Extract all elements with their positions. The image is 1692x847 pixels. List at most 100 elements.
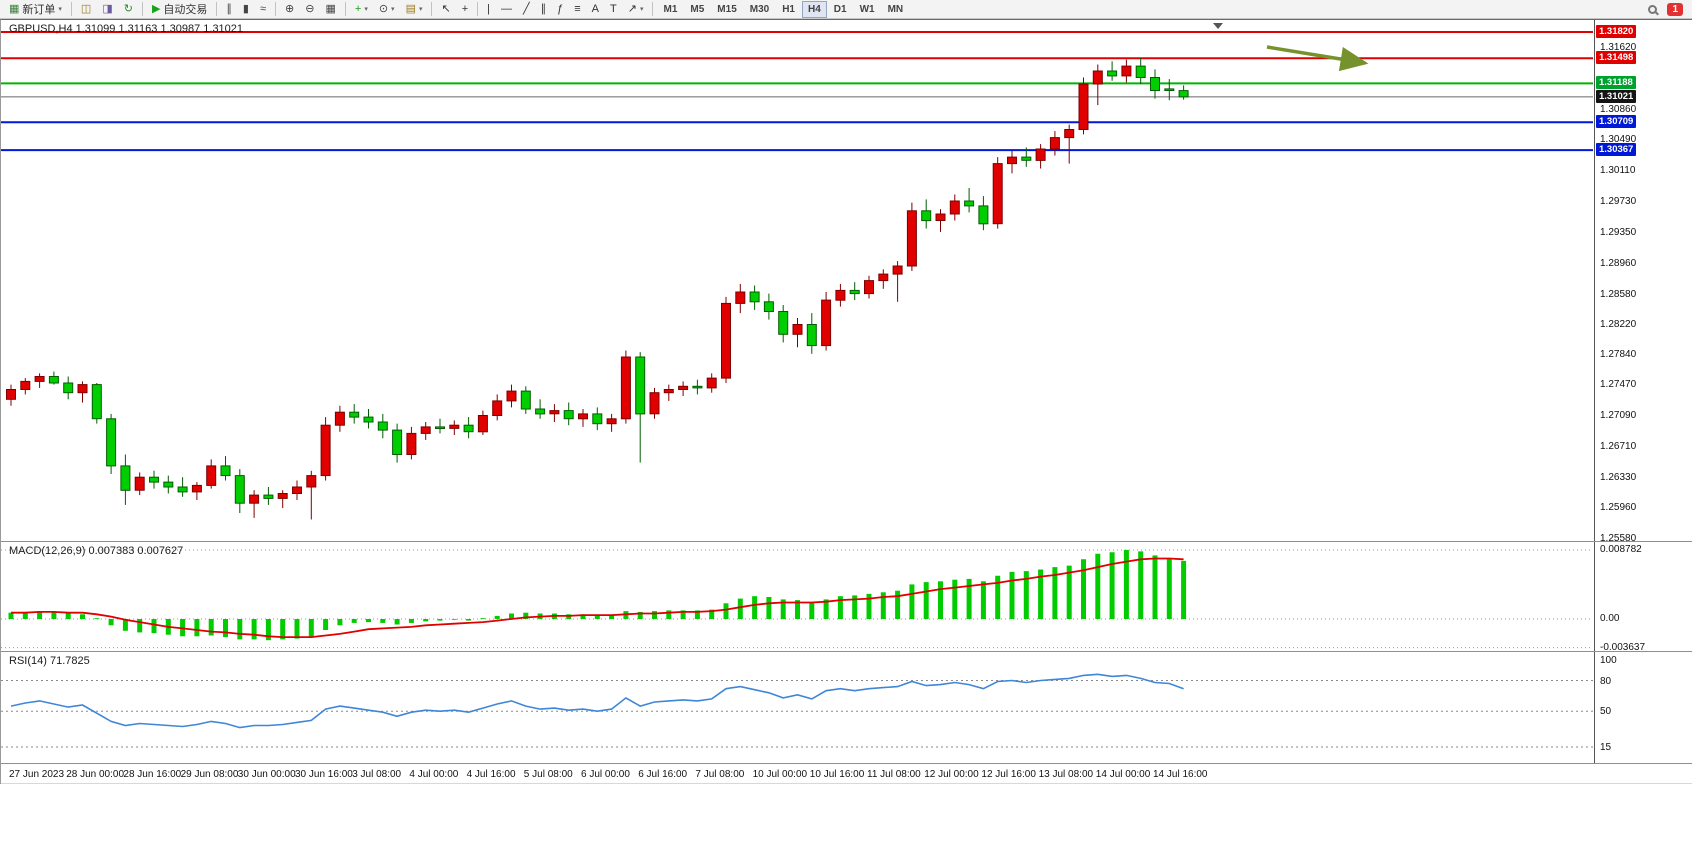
text-button[interactable]: A: [587, 1, 604, 18]
channel-button[interactable]: ∥: [536, 1, 552, 18]
timeframe-m30-label: M30: [749, 3, 770, 15]
periods-button[interactable]: ⊙ ▾: [374, 1, 400, 18]
candle-body: [1007, 156, 1017, 165]
time-tick: 28 Jun 16:00: [123, 769, 182, 780]
price-badge-green: 1.31188: [1596, 76, 1636, 90]
candle-body: [149, 476, 159, 483]
candle-body: [792, 324, 803, 335]
candle-body: [63, 382, 74, 394]
candle-body: [220, 465, 231, 477]
price-tick: 1.28960: [1600, 258, 1637, 270]
candle-body: [306, 475, 317, 488]
macd-plot: [1, 542, 1594, 651]
timeframe-h4[interactable]: H4: [802, 0, 827, 18]
toolbar-separator: [70, 2, 72, 16]
horizontal-line-button[interactable]: —: [496, 1, 517, 18]
candle-body: [778, 311, 789, 335]
caret-down-icon: ▾: [58, 6, 62, 13]
line-chart-button[interactable]: ≈: [255, 1, 271, 18]
macd-tick: -0.003637: [1600, 641, 1646, 652]
text-icon: A: [591, 2, 600, 15]
timeframe-d1-label: D1: [833, 3, 847, 15]
timeframe-m15[interactable]: M15: [711, 1, 742, 18]
trendline-button[interactable]: ╱: [518, 1, 535, 18]
new-order-icon: ▦: [9, 2, 20, 15]
indicators-button[interactable]: + ▾: [350, 1, 373, 18]
vertical-line-button[interactable]: |: [482, 1, 495, 18]
auto-trading-icon: ▶: [151, 2, 161, 15]
rsi-tick: 15: [1600, 742, 1612, 753]
search-icon[interactable]: [1648, 4, 1658, 14]
time-tick: 5 Jul 08:00: [523, 769, 573, 780]
charts-window-button[interactable]: ◫: [76, 1, 96, 18]
timeframe-m5[interactable]: M5: [684, 1, 710, 18]
rsi-tick: 100: [1600, 655, 1617, 666]
arrows-button[interactable]: ↗ ▾: [623, 1, 649, 18]
candle-body: [1092, 70, 1103, 85]
timeframe-mn[interactable]: MN: [882, 1, 910, 18]
cursor-button[interactable]: ↖: [436, 1, 455, 18]
candle-body: [449, 424, 460, 429]
caret-down-icon: ▾: [391, 6, 395, 13]
candle-body: [635, 356, 646, 415]
macd-axis: 0.008782 0.00 -0.003637: [1594, 542, 1692, 651]
candle-body: [578, 413, 588, 420]
price-tick: 1.30110: [1600, 164, 1636, 176]
caret-down-icon: ▾: [639, 6, 644, 13]
tile-windows-button[interactable]: ▦: [320, 1, 340, 18]
time-tick: 11 Jul 08:00: [867, 769, 921, 780]
candle-body: [48, 376, 59, 384]
shapes-button[interactable]: ≡: [569, 1, 585, 18]
new-order-button[interactable]: ▦ 新订单 ▾: [4, 1, 67, 18]
rsi-tick: 50: [1600, 706, 1612, 718]
timeframe-h1[interactable]: H1: [776, 1, 801, 18]
candle-body: [663, 389, 674, 394]
templates-icon: ▤: [405, 2, 416, 15]
auto-trading-button[interactable]: ▶ 自动交易: [147, 1, 212, 18]
main-plot: [1, 20, 1594, 541]
timeframe-d1[interactable]: D1: [828, 1, 853, 18]
main-chart: [1, 23, 1593, 520]
price-axis: 1.31820 1.31620 1.31498 1.31188 1.31021 1.308…: [1594, 20, 1692, 541]
candle-body: [1035, 148, 1046, 161]
price-tick: 1.28580: [1600, 289, 1637, 301]
candlestick-chart-button[interactable]: ▮: [238, 1, 254, 18]
candle-body: [334, 411, 345, 426]
candle-body: [921, 210, 932, 222]
trend-arrow-annotation[interactable]: [1266, 45, 1369, 72]
label-button[interactable]: T: [605, 1, 622, 18]
crosshair-button[interactable]: +: [457, 1, 473, 18]
candle-body: [363, 416, 374, 423]
time-tick: 6 Jul 00:00: [581, 769, 630, 780]
candle-body: [649, 392, 660, 415]
chart-area: GBPUSD,H4 1.31099 1.31163 1.30987 1.3102…: [0, 19, 1692, 784]
price-tick: 1.30490: [1600, 134, 1637, 146]
macd-tick: 0.00: [1600, 613, 1620, 624]
toolbar-separator: [141, 2, 143, 16]
timeframe-w1[interactable]: W1: [854, 1, 881, 18]
timeframe-m30[interactable]: M30: [744, 1, 775, 18]
time-tick: 12 Jul 16:00: [981, 769, 1036, 780]
candle-body: [606, 418, 617, 425]
arrows-icon: ↗: [627, 2, 637, 15]
timeframe-m1[interactable]: M1: [657, 1, 683, 18]
profiles-button[interactable]: ◨: [97, 1, 117, 18]
price-badge-red: 1.31820: [1596, 25, 1637, 38]
price-tick: 1.26330: [1600, 472, 1637, 484]
candle-body: [835, 289, 846, 301]
templates-button[interactable]: ▤ ▾: [401, 1, 428, 18]
rsi-axis: 100 80 50 15: [1594, 652, 1692, 763]
zoom-out-button[interactable]: ⊖: [300, 1, 319, 18]
refresh-button[interactable]: ↻: [119, 1, 138, 18]
toolbar-separator: [477, 2, 479, 16]
bar-chart-button[interactable]: ∥: [221, 1, 237, 18]
candle-body: [520, 390, 531, 410]
fibonacci-button[interactable]: ƒ: [552, 1, 568, 18]
candlesticks: [6, 58, 1189, 520]
zoom-in-button[interactable]: ⊕: [280, 1, 299, 18]
price-tick: 1.27470: [1600, 379, 1637, 391]
time-tick: 12 Jul 00:00: [924, 769, 979, 780]
candle-body: [864, 280, 874, 295]
toolbar-right: 1: [1648, 2, 1688, 16]
notification-badge[interactable]: 1: [1667, 2, 1683, 16]
